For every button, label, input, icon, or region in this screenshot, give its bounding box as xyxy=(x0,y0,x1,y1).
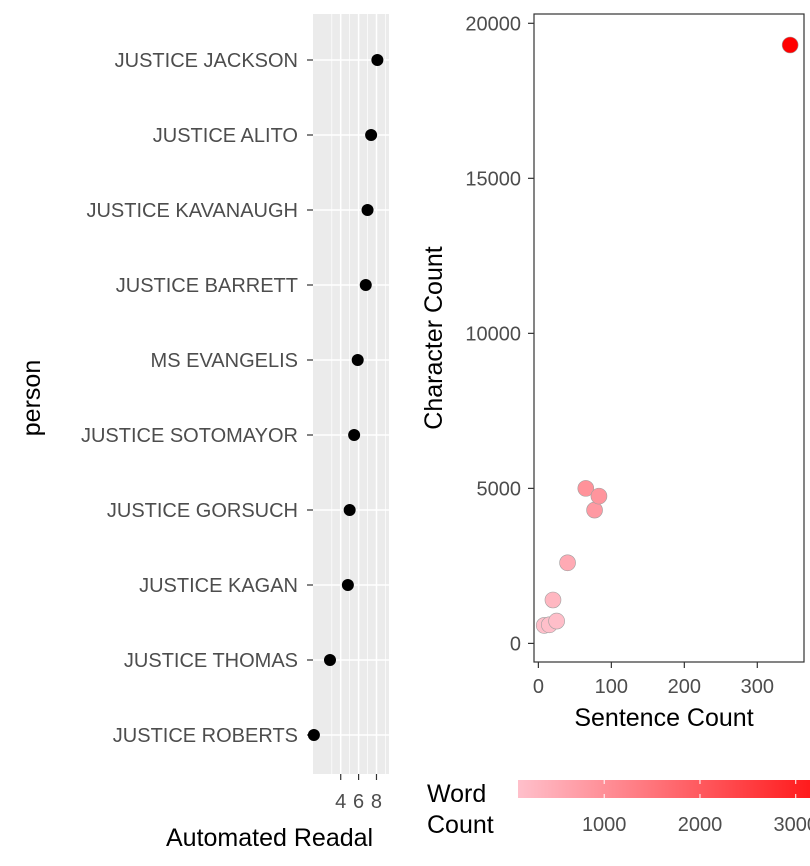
scatter-y-axis-title: Character Count xyxy=(420,246,448,429)
dot-plot-x-tick-label: 6 xyxy=(353,791,364,813)
scatter-x-axis-title: Sentence Count xyxy=(574,704,753,732)
scatter-point xyxy=(590,487,608,505)
scatter-y-tick-label: 15000 xyxy=(465,168,521,190)
dot-plot-y-tick-label: JUSTICE KAVANAUGH xyxy=(86,200,298,222)
color-legend: Word Count 1000 2000 3000 xyxy=(427,780,810,839)
scatter-point xyxy=(577,480,595,497)
dot-plot-point xyxy=(341,579,354,591)
dot-plot-point xyxy=(359,279,372,291)
scatter-y-tick-label: 0 xyxy=(510,633,521,655)
legend-tick-label: 3000 xyxy=(773,814,810,836)
dot-plot-points xyxy=(307,54,384,741)
dot-plot-point xyxy=(365,129,378,141)
dot-plot-point xyxy=(348,429,361,441)
scatter-y-tick-label: 5000 xyxy=(477,478,522,500)
dot-plot: JUSTICE JACKSON JUSTICE ALITO JUSTICE KAVA… xyxy=(18,14,389,852)
scatter-point xyxy=(559,554,576,572)
dot-plot-point xyxy=(343,504,356,516)
scatter-y-tick-label: 10000 xyxy=(465,323,521,345)
dot-plot-y-axis-title: person xyxy=(18,360,46,436)
dot-plot-x-tick-label: 8 xyxy=(371,791,382,813)
dot-plot-x-axis-title: Automated Readal xyxy=(166,824,373,852)
dot-plot-point xyxy=(323,654,336,666)
scatter-x-tick-label: 100 xyxy=(595,676,628,698)
scatter-y-tick-label: 20000 xyxy=(465,13,521,35)
scatter-point xyxy=(548,612,565,630)
legend-tick-label: 1000 xyxy=(582,814,627,836)
dot-plot-y-tick-label: MS EVANGELIS xyxy=(151,350,298,372)
dot-plot-y-tick-label: JUSTICE KAGAN xyxy=(139,575,298,597)
dot-plot-y-tick-label: JUSTICE GORSUCH xyxy=(107,500,298,522)
dot-plot-x-tick-label: 4 xyxy=(335,791,346,813)
dot-plot-point xyxy=(307,729,320,741)
legend-ticks: 1000 2000 3000 xyxy=(582,780,810,836)
dot-plot-grid xyxy=(313,14,389,774)
scatter-point xyxy=(544,591,562,609)
scatter-x-axis: 0 100 200 300 xyxy=(533,662,774,698)
dot-plot-y-tick-label: JUSTICE ROBERTS xyxy=(113,725,298,747)
scatter-points xyxy=(535,36,799,634)
dot-plot-y-tick-label: JUSTICE BARRETT xyxy=(116,275,298,297)
dot-plot-point xyxy=(351,354,364,366)
legend-title-line-2: Count xyxy=(427,811,494,839)
dot-plot-y-tick-label: JUSTICE JACKSON xyxy=(115,50,298,72)
dot-plot-y-tick-label: JUSTICE SOTOMAYOR xyxy=(81,425,298,447)
scatter-x-tick-label: 300 xyxy=(741,676,774,698)
scatter-point xyxy=(586,501,603,519)
scatter-panel-border xyxy=(533,13,805,663)
legend-tick-label: 2000 xyxy=(678,814,723,836)
dot-plot-y-tick-label: JUSTICE THOMAS xyxy=(124,650,298,672)
scatter-plot: 0 5000 10000 15000 20000 0 100 200 300 Sentence… xyxy=(420,13,805,732)
scatter-point xyxy=(781,36,799,54)
scatter-x-tick-label: 0 xyxy=(533,676,544,698)
dot-plot-point xyxy=(371,54,384,66)
scatter-x-tick-label: 200 xyxy=(668,676,701,698)
scatter-y-axis: 0 5000 10000 15000 20000 xyxy=(465,13,534,655)
dot-plot-y-tick-label: JUSTICE ALITO xyxy=(153,125,298,147)
legend-color-bar xyxy=(518,780,810,798)
dot-plot-point xyxy=(361,204,374,216)
legend-title-line-1: Word xyxy=(427,780,486,808)
dot-plot-y-axis: JUSTICE JACKSON JUSTICE ALITO JUSTICE KAVA… xyxy=(81,50,313,747)
